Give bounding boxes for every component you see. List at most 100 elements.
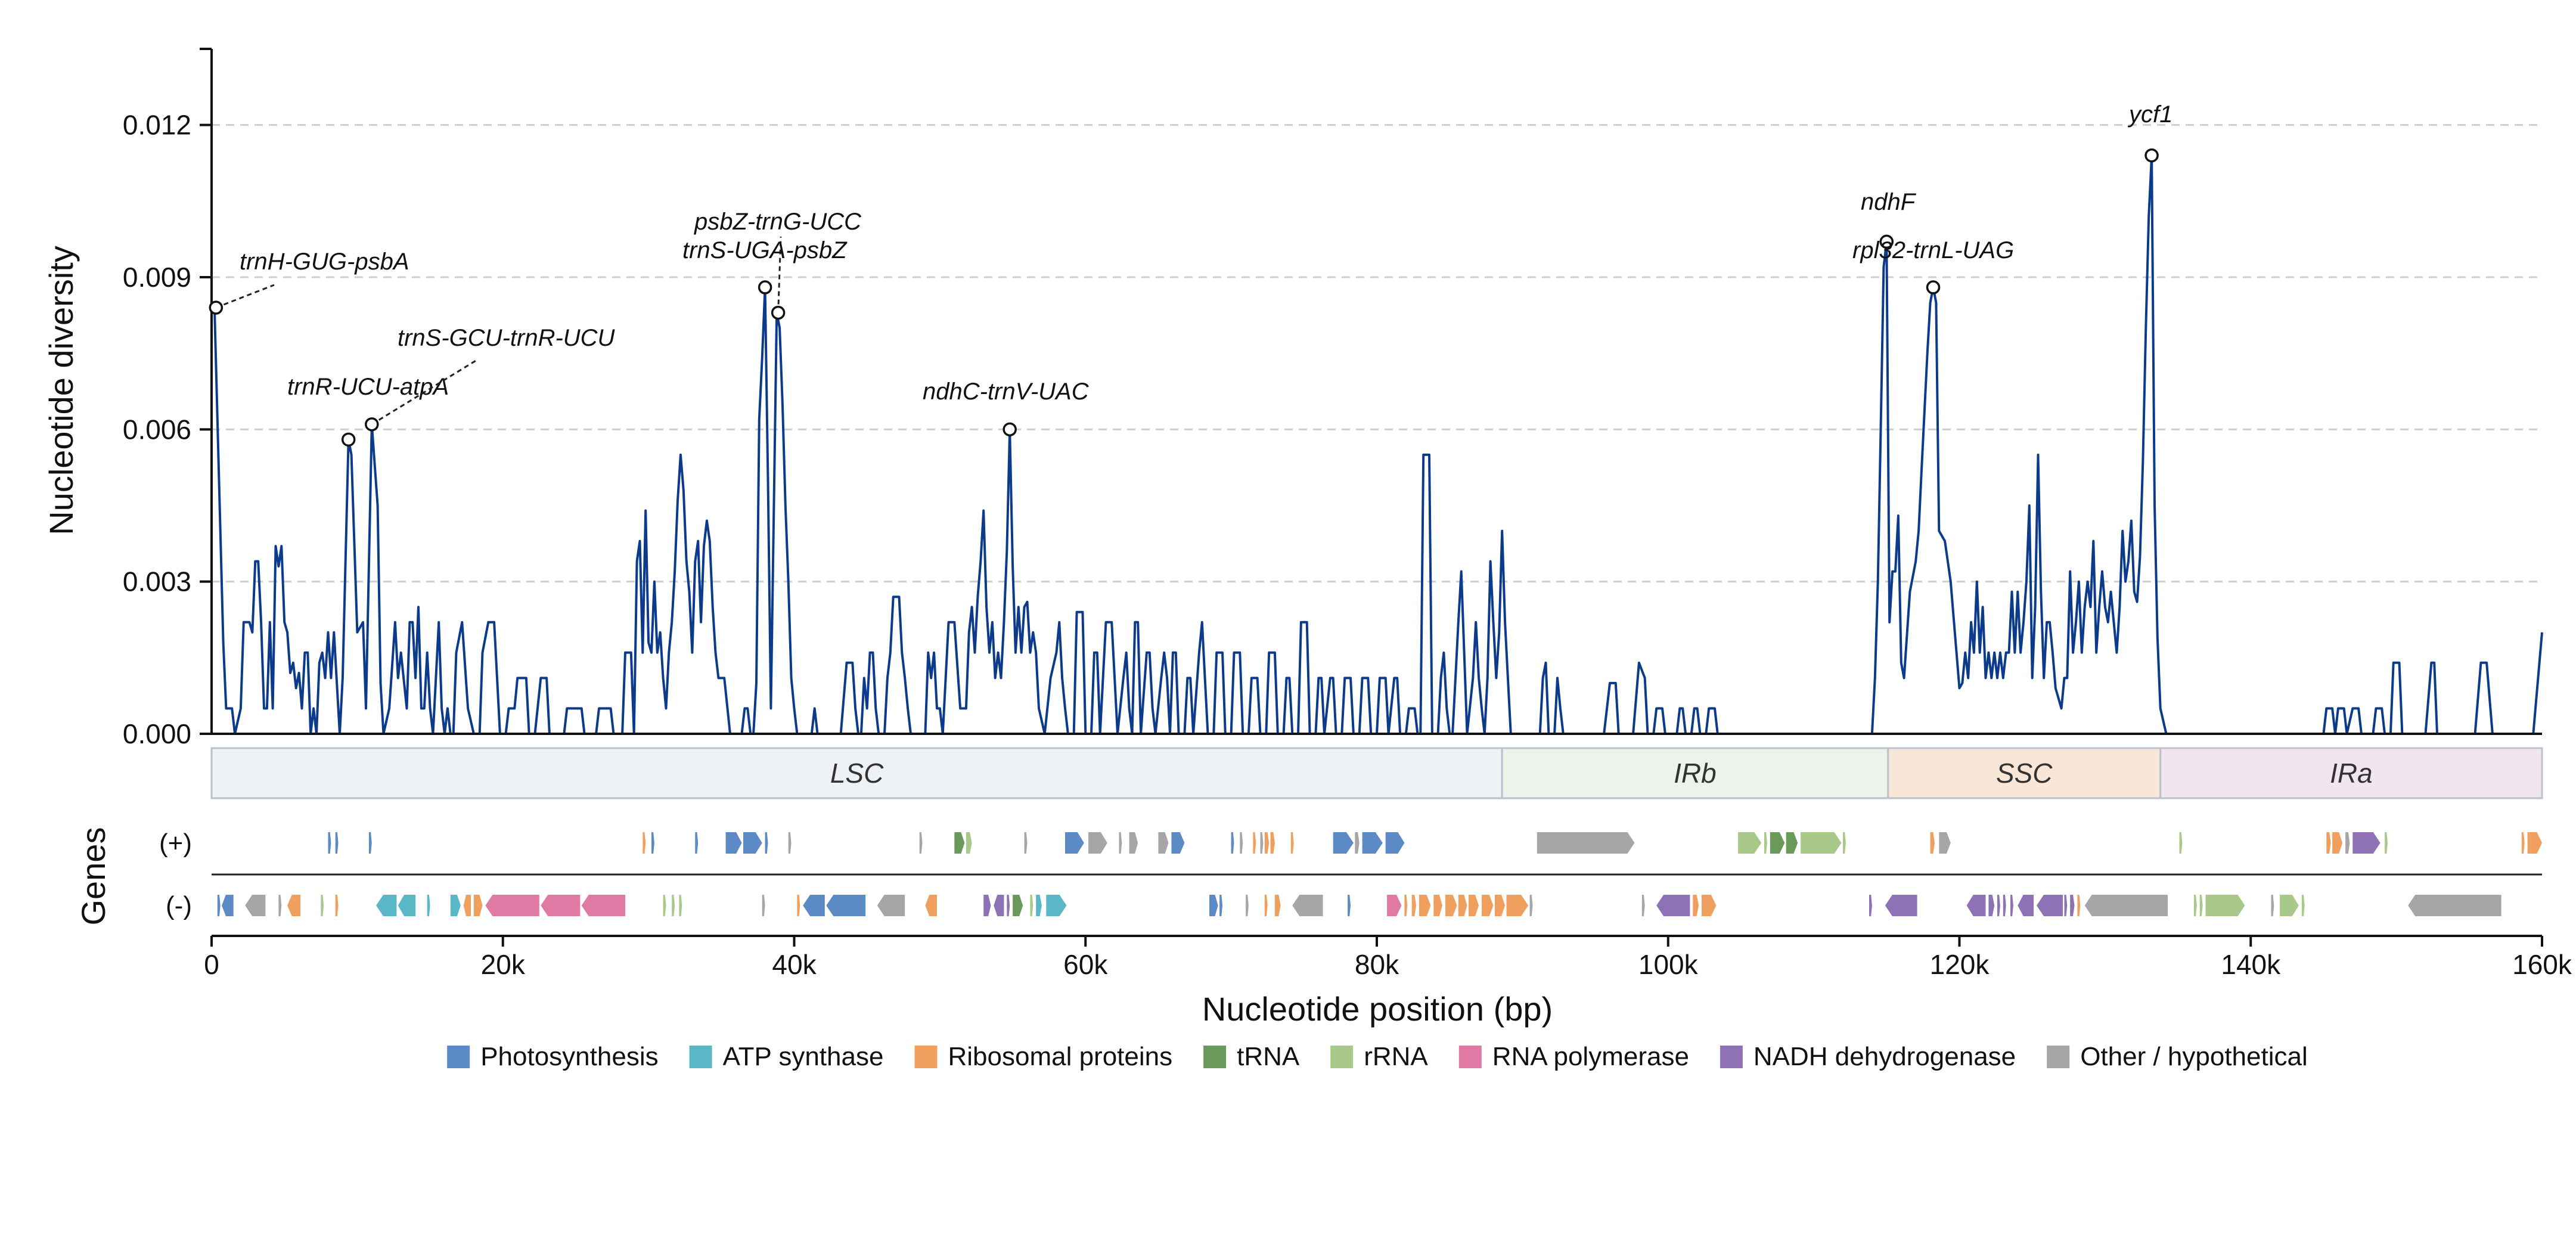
legend-label: ATP synthase [723, 1042, 884, 1071]
gene-block [2205, 895, 2245, 916]
gene-block [1988, 895, 1995, 916]
peak-label: ycf1 [2127, 101, 2172, 128]
x-tick-label: 160k [2512, 949, 2572, 980]
gene-block [1482, 895, 1494, 916]
gene-block [1333, 832, 1354, 854]
y-tick-label: 0.009 [123, 262, 191, 293]
gene-block [1240, 832, 1243, 854]
legend-item: tRNA [1203, 1042, 1300, 1071]
peak-marker [1879, 234, 1894, 249]
gene-block [954, 832, 965, 854]
annotation-layer: trnH-GUG-psbA trnR-UCU-atpA trnS-GCU-trnR-… [209, 101, 2172, 447]
peak-label: trnR-UCU-atpA [287, 374, 449, 400]
gene-block [287, 895, 301, 916]
peak-marker [1003, 422, 1017, 437]
peak-label: rpl32-trnL-UAG [1852, 237, 2014, 263]
gene-block [672, 895, 675, 916]
legend-swatch [914, 1046, 938, 1068]
gene-block [2037, 895, 2063, 916]
legend-label: Ribosomal proteins [948, 1042, 1173, 1071]
gene-block [376, 895, 397, 916]
gene-block [651, 832, 654, 854]
region-label: IRb [1674, 758, 1717, 789]
gene-block [1260, 832, 1264, 854]
legend-label: Photosynthesis [480, 1042, 658, 1071]
gene-block [2527, 832, 2542, 854]
gene-block [1537, 832, 1635, 854]
gene-block [1411, 895, 1416, 916]
region-block [2159, 747, 2543, 799]
x-tick-label: 80k [1355, 949, 1399, 980]
gene-block [1939, 832, 1951, 854]
gene-block [473, 895, 483, 916]
gene-block [797, 895, 800, 916]
gene-block [1246, 895, 1249, 916]
diversity-series-line [213, 154, 2543, 735]
gene-block [2077, 895, 2081, 916]
gene-block [1046, 895, 1067, 916]
gene-block [427, 895, 430, 916]
gene-block [1270, 832, 1275, 854]
legend-swatch [1458, 1046, 1482, 1068]
legend-label: NADH dehydrogenase [1753, 1042, 2016, 1071]
legend-swatch [1203, 1046, 1227, 1068]
gene-block [2084, 895, 2168, 916]
gene-block [1119, 832, 1122, 854]
grid-layer [212, 124, 2542, 583]
gene-block [765, 832, 768, 854]
gene-block [2179, 832, 2183, 854]
gene-block [1024, 832, 1028, 854]
gene-block [1264, 832, 1270, 854]
gene-block [1290, 832, 1294, 854]
gene-block [222, 895, 234, 916]
gene-block [217, 895, 221, 916]
gene-block [983, 895, 991, 916]
legend-item: Ribosomal proteins [914, 1042, 1173, 1071]
peak-label: psbZ-trnG-UCC [694, 209, 862, 235]
gene-block [1529, 895, 1533, 916]
gene-block [1219, 895, 1222, 916]
peak-marker [1926, 280, 1941, 294]
gene-block [1656, 895, 1690, 916]
x-tick-label: 140k [2221, 949, 2281, 980]
x-tick-label: 20k [481, 949, 526, 980]
gene-block [581, 895, 625, 916]
peak-label: ndhF [1861, 189, 1917, 215]
gene-block [335, 895, 339, 916]
gene-block [994, 895, 1004, 916]
gene-block [1801, 832, 1842, 854]
gene-block [1506, 895, 1529, 916]
gene-block [1770, 832, 1785, 854]
gene-block [1387, 895, 1402, 916]
legend-swatch [447, 1046, 470, 1068]
legend-swatch [2047, 1046, 2070, 1068]
gene-block [1348, 895, 1351, 916]
gene-block [1209, 895, 1218, 916]
legend-label: tRNA [1237, 1042, 1300, 1071]
gene-block [663, 895, 666, 916]
gene-block [1433, 895, 1442, 916]
gene-block [2345, 832, 2350, 854]
y-tick-label: 0.003 [123, 566, 191, 597]
gene-block [877, 895, 905, 916]
gene-block [541, 895, 581, 916]
gene-block [1129, 832, 1138, 854]
gene-block [1966, 895, 1986, 916]
gene-block [679, 895, 682, 916]
region-label: LSC [830, 758, 884, 789]
region-label: SSC [1996, 758, 2053, 789]
peak-label: trnS-GCU-trnR-UCU [398, 325, 616, 351]
gene-block [2271, 895, 2274, 916]
gene-block [1885, 895, 1917, 916]
annotation-leader [215, 284, 275, 309]
legend-swatch [1330, 1046, 1354, 1068]
gene-block [1445, 895, 1457, 916]
legend-item: Photosynthesis [447, 1042, 659, 1071]
gene-block [1693, 895, 1699, 916]
annotation-leader [371, 359, 477, 426]
gene-block [335, 832, 339, 854]
legend-swatch [1720, 1046, 1743, 1068]
gene-block [2070, 895, 2075, 916]
gene-block [2332, 832, 2343, 854]
